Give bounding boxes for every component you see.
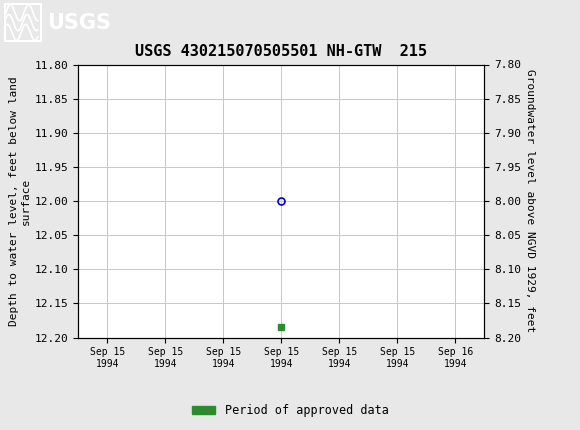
Legend: Period of approved data: Period of approved data xyxy=(187,399,393,422)
Text: USGS: USGS xyxy=(48,12,111,33)
Bar xyxy=(5,3,41,41)
Y-axis label: Depth to water level, feet below land
surface: Depth to water level, feet below land su… xyxy=(9,76,31,326)
Y-axis label: Groundwater level above NGVD 1929, feet: Groundwater level above NGVD 1929, feet xyxy=(525,69,535,333)
Text: USGS 430215070505501 NH-GTW  215: USGS 430215070505501 NH-GTW 215 xyxy=(135,44,427,59)
